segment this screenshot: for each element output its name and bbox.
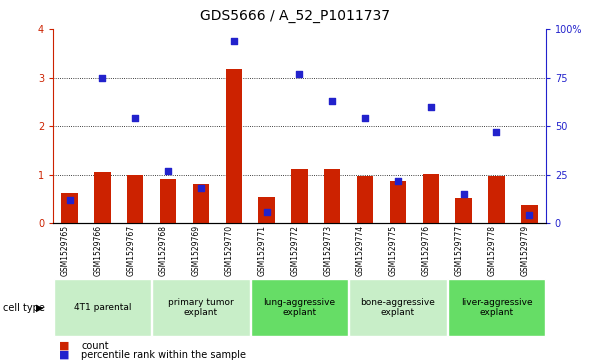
Point	[163, 168, 173, 174]
Text: GSM1529768: GSM1529768	[159, 225, 168, 276]
Point	[492, 129, 502, 135]
Text: GSM1529772: GSM1529772	[290, 225, 299, 276]
Bar	[455, 198, 472, 223]
Point	[360, 115, 370, 121]
Bar	[193, 184, 209, 223]
Text: GSM1529769: GSM1529769	[192, 225, 201, 276]
Text: GSM1529770: GSM1529770	[225, 225, 234, 276]
Text: GSM1529767: GSM1529767	[126, 225, 135, 276]
Text: GSM1529765: GSM1529765	[61, 225, 70, 276]
Text: cell type: cell type	[3, 303, 45, 313]
Point	[65, 197, 74, 203]
Point	[262, 209, 271, 215]
Text: primary tumor
explant: primary tumor explant	[168, 298, 234, 317]
Text: GSM1529778: GSM1529778	[487, 225, 497, 276]
Text: GSM1529771: GSM1529771	[258, 225, 267, 276]
Point	[294, 71, 304, 77]
Point	[394, 178, 403, 183]
Text: GSM1529776: GSM1529776	[422, 225, 431, 276]
Bar	[390, 180, 406, 223]
Point	[525, 213, 534, 219]
Bar	[258, 196, 275, 223]
Bar	[54, 279, 151, 337]
Bar	[489, 176, 504, 223]
Bar	[251, 279, 348, 337]
Text: liver-aggressive
explant: liver-aggressive explant	[461, 298, 532, 317]
Bar	[349, 279, 447, 337]
Bar	[521, 205, 537, 223]
Bar	[94, 172, 110, 223]
Point	[327, 98, 337, 104]
Bar	[324, 169, 340, 223]
Bar	[127, 175, 143, 223]
Bar	[152, 279, 250, 337]
Text: GSM1529779: GSM1529779	[520, 225, 529, 276]
Bar	[160, 179, 176, 223]
Text: 4T1 parental: 4T1 parental	[74, 303, 131, 312]
Text: percentile rank within the sample: percentile rank within the sample	[81, 350, 247, 360]
Bar	[225, 69, 242, 223]
Point	[459, 191, 468, 197]
Bar	[291, 169, 307, 223]
Text: GSM1529766: GSM1529766	[93, 225, 103, 276]
Text: GDS5666 / A_52_P1011737: GDS5666 / A_52_P1011737	[200, 9, 390, 23]
Bar	[357, 176, 373, 223]
Point	[196, 185, 206, 191]
Text: GSM1529774: GSM1529774	[356, 225, 365, 276]
Text: GSM1529775: GSM1529775	[389, 225, 398, 276]
Text: ■: ■	[59, 340, 70, 351]
Text: ■: ■	[59, 350, 70, 360]
Text: count: count	[81, 340, 109, 351]
Point	[229, 38, 238, 44]
Text: bone-aggressive
explant: bone-aggressive explant	[360, 298, 435, 317]
Point	[98, 75, 107, 81]
Text: GSM1529777: GSM1529777	[455, 225, 464, 276]
Bar	[448, 279, 545, 337]
Text: ▶: ▶	[35, 303, 43, 313]
Bar	[422, 174, 439, 223]
Text: lung-aggressive
explant: lung-aggressive explant	[263, 298, 336, 317]
Text: GSM1529773: GSM1529773	[323, 225, 332, 276]
Bar	[61, 193, 78, 223]
Point	[130, 115, 140, 121]
Point	[426, 104, 435, 110]
